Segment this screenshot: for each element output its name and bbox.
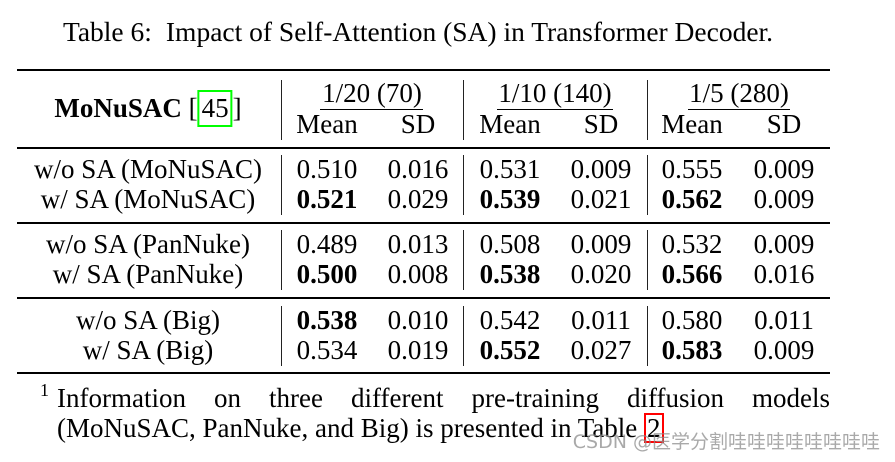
citation-link[interactable]: 45: [197, 90, 233, 127]
mean-1-20-cell: 0.521: [296, 184, 358, 214]
mean-1-20-cell: 0.510: [296, 154, 358, 184]
mean-1-10-cell: 0.508: [479, 229, 541, 259]
top-rule: [17, 69, 830, 71]
sd-header-1-20: SD: [400, 109, 436, 139]
mean-1-5-cell: 0.555: [661, 154, 723, 184]
sd-1-5-cell: 0.011: [754, 305, 814, 335]
column-divider: [647, 80, 648, 140]
csdn-watermark: CSDN @医学分割哇哇哇哇哇哇哇哇: [572, 431, 880, 453]
column-divider: [463, 155, 464, 215]
row-label: w/o SA (Big): [75, 305, 221, 335]
row-label: w/ SA (MoNuSAC): [40, 184, 256, 214]
sd-1-10-cell: 0.009: [570, 154, 632, 184]
mean-1-10-cell: 0.552: [479, 335, 541, 365]
table-caption: Table 6: Impact of Self-Attention (SA) in…: [0, 15, 836, 49]
footnote-text: (MoNuSAC, PanNuke, and Big) is presented…: [57, 413, 638, 443]
sd-1-5-cell: 0.009: [753, 154, 815, 184]
sd-1-5-cell: 0.016: [753, 259, 815, 289]
sd-1-20-cell: 0.010: [387, 305, 449, 335]
sd-1-10-cell: 0.020: [570, 259, 632, 289]
mean-1-20-cell: 0.489: [296, 229, 358, 259]
table-row: w/ SA (PanNuke) 0.500 0.008 0.538 0.020 …: [0, 259, 895, 289]
sd-header-1-10: SD: [583, 109, 619, 139]
mean-1-5-cell: 0.532: [661, 229, 723, 259]
mean-1-20-cell: 0.500: [296, 259, 358, 289]
section-rule: [17, 297, 830, 299]
sd-1-10-cell: 0.021: [570, 184, 632, 214]
sd-header-1-5: SD: [766, 109, 802, 139]
mean-1-20-cell: 0.534: [296, 335, 358, 365]
row-label: w/o SA (PanNuke): [46, 229, 250, 259]
column-divider: [463, 230, 464, 290]
split-label-1-5: 1/5 (280): [689, 78, 789, 108]
mean-1-20-cell: 0.538: [296, 305, 358, 335]
table-ref-link[interactable]: 2: [644, 413, 664, 443]
caption-title: Impact of Self-Attention (SA) in Transfo…: [165, 16, 774, 47]
sd-1-20-cell: 0.016: [387, 154, 449, 184]
mean-header-1-20: Mean: [296, 109, 358, 139]
sd-1-20-cell: 0.019: [387, 335, 449, 365]
metric-header-row: Mean SD Mean SD Mean SD: [0, 109, 895, 139]
section-rule: [17, 222, 830, 224]
split-label-1-20: 1/20 (70): [322, 78, 422, 108]
citation-open-bracket: [: [188, 93, 198, 123]
results-table: MoNuSAC [45] 1/20 (70) 1/10 (140) 1/5 (2…: [0, 69, 895, 374]
column-divider: [463, 306, 464, 366]
split-underline: [497, 109, 613, 110]
mean-1-10-cell: 0.539: [479, 184, 541, 214]
footnote-text-line1: Information on three different pre-train…: [57, 383, 830, 413]
split-header-row: 1/20 (70) 1/10 (140) 1/5 (280): [0, 78, 895, 108]
mean-1-10-cell: 0.538: [479, 259, 541, 289]
mean-1-5-cell: 0.566: [661, 259, 723, 289]
sd-1-5-cell: 0.009: [753, 229, 815, 259]
table-row: w/o SA (MoNuSAC) 0.510 0.016 0.531 0.009…: [0, 154, 895, 184]
sd-1-20-cell: 0.008: [387, 259, 449, 289]
footnote-marker: 1: [40, 380, 49, 400]
sd-1-10-cell: 0.011: [571, 305, 631, 335]
sd-1-20-cell: 0.013: [387, 229, 449, 259]
split-underline: [320, 109, 423, 110]
column-divider: [647, 306, 648, 366]
table-row: w/ SA (MoNuSAC) 0.521 0.029 0.539 0.021 …: [0, 184, 895, 214]
sd-1-20-cell: 0.029: [387, 184, 449, 214]
column-divider: [647, 230, 648, 290]
dataset-header: MoNuSAC [45]: [54, 88, 242, 128]
mean-header-1-5: Mean: [661, 109, 723, 139]
row-label: w/ SA (PanNuke): [52, 259, 244, 289]
caption-label: Table 6:: [62, 16, 152, 47]
sd-1-10-cell: 0.009: [570, 229, 632, 259]
mean-1-5-cell: 0.580: [661, 305, 723, 335]
mean-1-5-cell: 0.562: [661, 184, 723, 214]
dataset-name: MoNuSAC: [54, 93, 182, 123]
table-row: w/o SA (Big) 0.538 0.010 0.542 0.011 0.5…: [0, 305, 895, 335]
footnote-text-line2: (MoNuSAC, PanNuke, and Big) is presented…: [57, 413, 830, 443]
bottom-rule: [17, 372, 830, 374]
mean-1-10-cell: 0.542: [479, 305, 541, 335]
split-label-1-10: 1/10 (140): [498, 78, 612, 108]
column-divider: [281, 230, 282, 290]
column-divider: [463, 80, 464, 140]
column-divider: [647, 155, 648, 215]
sd-1-5-cell: 0.009: [753, 184, 815, 214]
header-rule: [17, 147, 830, 149]
mean-1-5-cell: 0.583: [661, 335, 723, 365]
row-label: w/o SA (MoNuSAC): [33, 154, 263, 184]
mean-header-1-10: Mean: [479, 109, 541, 139]
table-row: w/o SA (PanNuke) 0.489 0.013 0.508 0.009…: [0, 229, 895, 259]
sd-1-5-cell: 0.009: [753, 335, 815, 365]
column-divider: [281, 80, 282, 140]
column-divider: [281, 155, 282, 215]
column-divider: [281, 306, 282, 366]
mean-1-10-cell: 0.531: [479, 154, 541, 184]
sd-1-10-cell: 0.027: [570, 335, 632, 365]
split-underline: [688, 109, 790, 110]
table-row: w/ SA (Big) 0.534 0.019 0.552 0.027 0.58…: [0, 335, 895, 365]
citation-close-bracket: ]: [232, 93, 242, 123]
row-label: w/ SA (Big): [82, 335, 214, 365]
